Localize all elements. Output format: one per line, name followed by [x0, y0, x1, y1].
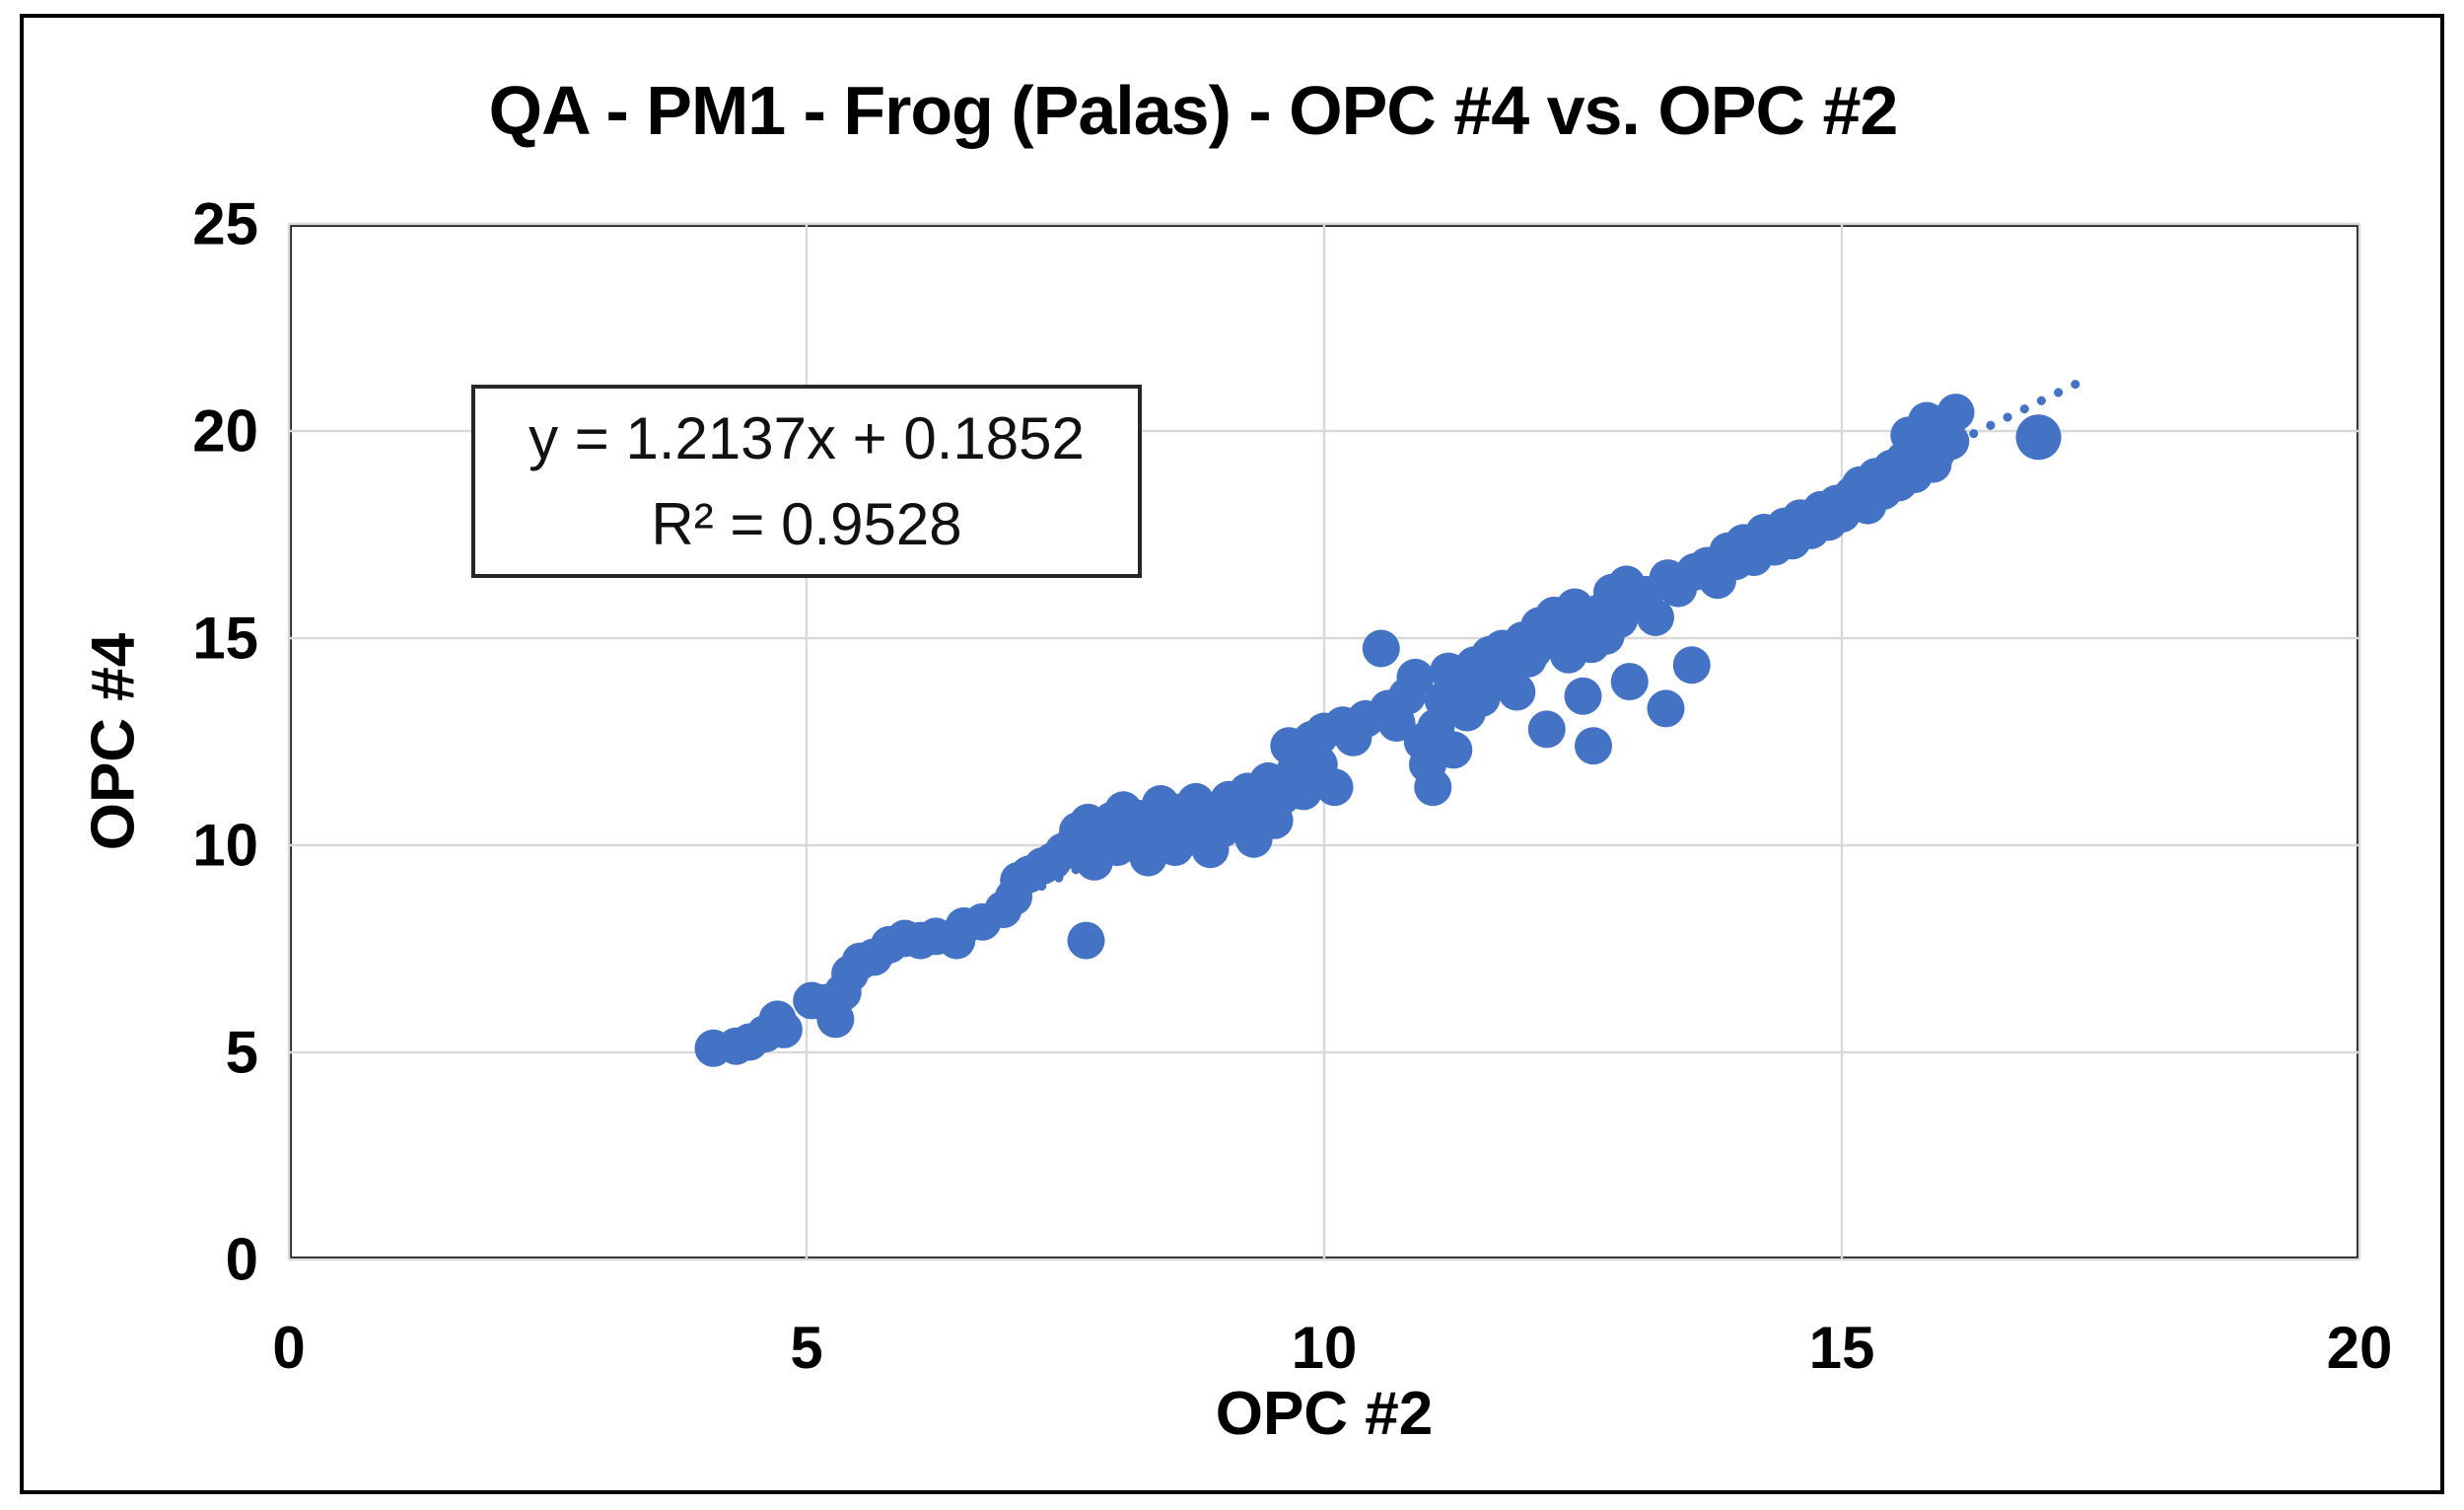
- y-tick-label: 5: [225, 1019, 258, 1086]
- plot-area: [289, 224, 2359, 1259]
- x-axis-title: OPC #2: [1215, 1380, 1434, 1448]
- x-tick-label: 20: [2326, 1315, 2393, 1381]
- x-tick-label: 10: [1291, 1315, 1358, 1381]
- x-tick-label: 0: [272, 1315, 306, 1381]
- trendline-equation: y = 1.2137x + 0.1852: [528, 405, 1085, 471]
- trendline-r-squared: R² = 0.9528: [651, 491, 962, 557]
- x-tick-label: 5: [790, 1315, 823, 1381]
- trendline-equation-box: y = 1.2137x + 0.1852 R² = 0.9528: [471, 385, 1142, 578]
- y-tick-label: 15: [192, 605, 258, 672]
- y-tick-label: 10: [192, 812, 258, 879]
- y-tick-label: 0: [225, 1226, 258, 1293]
- y-tick-label: 20: [192, 397, 258, 465]
- x-tick-label: 15: [1808, 1315, 1875, 1381]
- chart-title: QA - PM1 - Frog (Palas) - OPC #4 vs. OPC…: [488, 72, 1899, 149]
- y-tick-label: 25: [192, 190, 258, 257]
